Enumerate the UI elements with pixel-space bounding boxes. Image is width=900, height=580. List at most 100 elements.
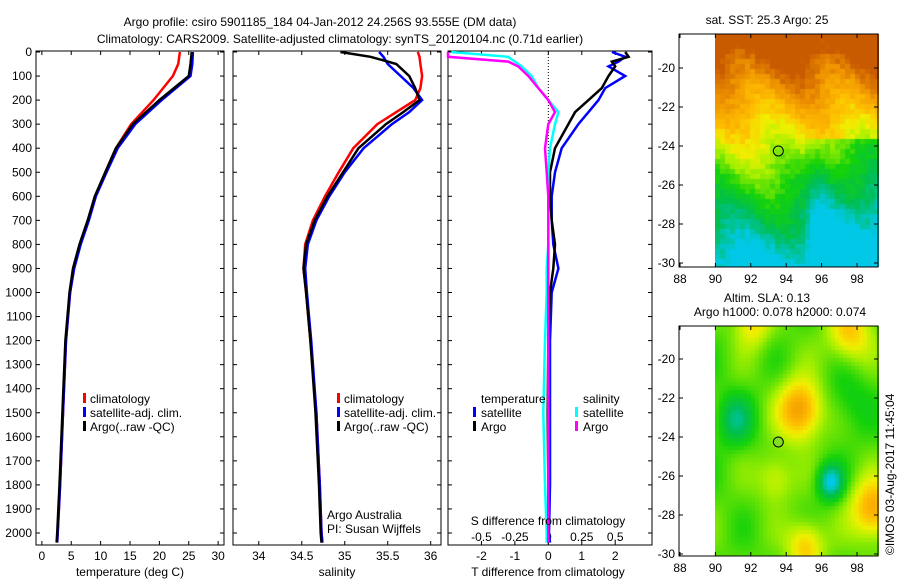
x-tick-label: 0 (39, 549, 46, 563)
legend-t-satellite: satellite (481, 406, 522, 420)
lat-tick-label: -30 (658, 256, 676, 270)
difference-xlabel: T difference from climatology (471, 565, 625, 579)
sla-map (715, 326, 879, 556)
legend-argo: Argo(..raw -QC) (344, 420, 429, 434)
lat-tick-label: -20 (658, 61, 676, 75)
legend-swatch-s-satellite (575, 407, 578, 417)
y-tick-label: 0 (25, 45, 32, 59)
map-frame (678, 33, 879, 268)
x-tick-label: 35 (338, 549, 352, 563)
x-tick-label: 35.5 (376, 549, 400, 563)
sst-map-title: sat. SST: 25.3 Argo: 25 (706, 13, 829, 27)
lon-tick-label: 90 (709, 272, 723, 286)
lat-tick-label: -24 (658, 139, 676, 153)
lon-tick-label: 88 (673, 561, 687, 575)
temperature-panel: 0100200300400500600700800900100011001200… (5, 45, 225, 563)
credit-argo-australia: Argo Australia (327, 508, 402, 522)
float-location-marker (772, 145, 784, 157)
y-tick-label: 1000 (5, 286, 32, 300)
difference-legend: temperature satellite Argo salinity sate… (473, 392, 624, 434)
y-tick-label: 100 (12, 69, 32, 83)
series-line-argo-raw-qc- (302, 50, 421, 543)
x-tick-label: 0 (545, 549, 552, 563)
y-tick-label: 2000 (5, 526, 32, 540)
legend-salinity-heading: salinity (583, 392, 620, 406)
lon-tick-label: 98 (850, 561, 864, 575)
lon-tick-label: 92 (744, 272, 758, 286)
lat-tick-label: -28 (658, 508, 676, 522)
x-tick-label: 10 (94, 549, 108, 563)
y-tick-label: 1400 (5, 382, 32, 396)
y-tick-label: 600 (12, 189, 32, 203)
sst-map (715, 34, 879, 267)
lon-tick-label: 94 (780, 561, 794, 575)
x-tick-label: 30 (211, 549, 225, 563)
y-tick-label: 700 (12, 213, 32, 227)
series-line-salinity-satellite (451, 50, 560, 543)
salinity-legend: climatology satellite-adj. clim. Argo(..… (337, 392, 436, 434)
lon-tick-label: 94 (780, 272, 794, 286)
s-tick-label: 0.5 (607, 530, 624, 544)
x-tick-label: 2 (612, 549, 619, 563)
y-tick-label: 1500 (5, 406, 32, 420)
lon-tick-label: 90 (709, 561, 723, 575)
y-tick-label: 1600 (5, 430, 32, 444)
lon-tick-label: 96 (815, 272, 829, 286)
lat-tick-label: -28 (658, 217, 676, 231)
x-tick-label: 1 (578, 549, 585, 563)
legend-climatology: climatology (344, 392, 404, 406)
y-tick-label: 500 (12, 165, 32, 179)
legend-swatch-satellite (337, 407, 340, 417)
legend-swatch-t-satellite (473, 407, 476, 417)
salinity-panel: 34 34.5 35 35.5 36 (232, 50, 442, 563)
lat-tick-label: -22 (658, 391, 676, 405)
x-tick-label: 5 (68, 549, 75, 563)
y-tick-label: 1700 (5, 454, 32, 468)
s-tick-label: 0.25 (570, 530, 594, 544)
axes-frame (447, 50, 653, 546)
salinity-xlabel: salinity (319, 565, 356, 579)
y-tick-label: 1300 (5, 358, 32, 372)
series-line-salinity-argo (446, 52, 557, 543)
x-tick-label: -1 (510, 549, 521, 563)
series-line-temperature-satellite (547, 50, 628, 543)
legend-climatology: climatology (90, 392, 150, 406)
legend-temperature-heading: temperature (481, 392, 546, 406)
temperature-legend: climatology satellite-adj. clim. Argo(..… (83, 392, 182, 434)
title-line-1: Argo profile: csiro 5901185_184 04-Jan-2… (124, 15, 517, 29)
legend-swatch-argo (83, 421, 86, 431)
temperature-xlabel: temperature (deg C) (76, 565, 184, 579)
y-tick-label: 200 (12, 93, 32, 107)
sla-map-title-2: Argo h1000: 0.078 h2000: 0.074 (694, 305, 866, 319)
legend-argo: Argo(..raw -QC) (90, 420, 175, 434)
lat-tick-label: -26 (658, 469, 676, 483)
credit-pi: PI: Susan Wijffels (327, 522, 421, 536)
series-line-satellite-adj-clim- (55, 51, 195, 543)
s-tick-label: -0.5 (471, 530, 492, 544)
x-tick-label: -2 (476, 549, 487, 563)
legend-swatch-s-argo (575, 421, 578, 431)
lat-tick-label: -22 (658, 100, 676, 114)
legend-swatch-climatology (337, 393, 340, 403)
legend-swatch-t-argo (473, 421, 476, 431)
lat-tick-label: -20 (658, 352, 676, 366)
y-tick-label: 900 (12, 261, 32, 275)
footer-credit: ©IMOS 03-Aug-2017 11:45:04 (883, 393, 897, 555)
y-tick-label: 300 (12, 117, 32, 131)
legend-t-argo: Argo (481, 420, 507, 434)
x-tick-label: 34.5 (290, 549, 314, 563)
map-frame (678, 325, 879, 557)
series-line-climatology (302, 51, 424, 543)
x-tick-label: 25 (182, 549, 196, 563)
legend-s-satellite: satellite (583, 406, 624, 420)
legend-swatch-climatology (83, 393, 86, 403)
y-tick-label: 1100 (6, 310, 32, 324)
lon-tick-label: 92 (744, 561, 758, 575)
x-tick-label: 15 (123, 549, 137, 563)
float-location-marker (772, 436, 784, 448)
s-tick-label: -0.25 (501, 530, 529, 544)
